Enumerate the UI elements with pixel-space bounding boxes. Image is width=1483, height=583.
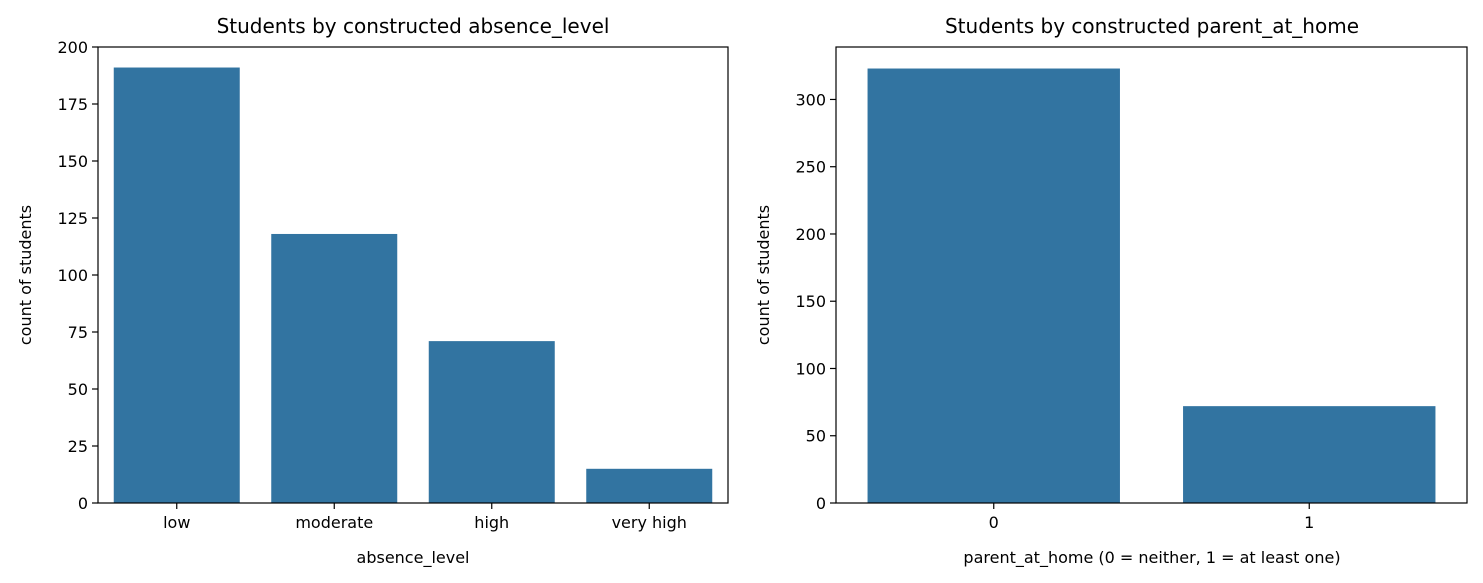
y-tick-label: 250 xyxy=(795,158,826,177)
plot-frame xyxy=(835,46,1468,504)
bar-high xyxy=(428,341,555,503)
bar-moderate xyxy=(271,233,398,503)
x-tick-label: low xyxy=(163,513,190,532)
y-tick-label: 150 xyxy=(795,292,826,311)
y-tick-label: 300 xyxy=(795,90,826,109)
y-tick-label: 75 xyxy=(68,323,88,342)
y-ticks: 0 50 100 150 200 250 300 xyxy=(795,90,836,513)
x-tick-label: 1 xyxy=(1304,513,1314,532)
y-axis-label: count of students xyxy=(16,205,35,345)
y-tick-label: 200 xyxy=(795,225,826,244)
y-axis-label: count of students xyxy=(754,205,773,345)
bars xyxy=(867,68,1436,503)
x-tick-label: very high xyxy=(612,513,687,532)
y-tick-label: 100 xyxy=(57,266,88,285)
bar-0 xyxy=(867,68,1120,503)
y-ticks: 0 25 50 75 100 125 150 175 200 xyxy=(57,38,98,513)
chart-title: Students by constructed parent_at_home xyxy=(945,14,1359,38)
x-tick-label: high xyxy=(474,513,509,532)
bars xyxy=(113,67,713,504)
y-tick-label: 0 xyxy=(78,494,88,513)
x-ticks: low moderate high very high xyxy=(163,503,687,532)
y-tick-label: 200 xyxy=(57,38,88,57)
y-tick-label: 25 xyxy=(68,437,88,456)
x-tick-label: moderate xyxy=(295,513,373,532)
chart-absence-level: Students by constructed absence_level 0 2… xyxy=(16,14,729,568)
x-axis-label: parent_at_home (0 = neither, 1 = at leas… xyxy=(963,548,1340,568)
y-tick-label: 150 xyxy=(57,152,88,171)
y-tick-label: 0 xyxy=(816,494,826,513)
bar-1 xyxy=(1183,406,1436,503)
x-tick-label: 0 xyxy=(989,513,999,532)
x-axis-label: absence_level xyxy=(357,548,470,568)
y-tick-label: 100 xyxy=(795,359,826,378)
chart-parent-at-home: Students by constructed parent_at_home 0… xyxy=(754,14,1468,568)
bar-low xyxy=(113,67,240,504)
y-tick-label: 50 xyxy=(68,380,88,399)
chart-title: Students by constructed absence_level xyxy=(217,14,610,38)
y-tick-label: 175 xyxy=(57,95,88,114)
y-tick-label: 125 xyxy=(57,209,88,228)
bar-very-high xyxy=(586,468,713,503)
plot-frame xyxy=(97,46,729,504)
y-tick-label: 50 xyxy=(806,427,826,446)
